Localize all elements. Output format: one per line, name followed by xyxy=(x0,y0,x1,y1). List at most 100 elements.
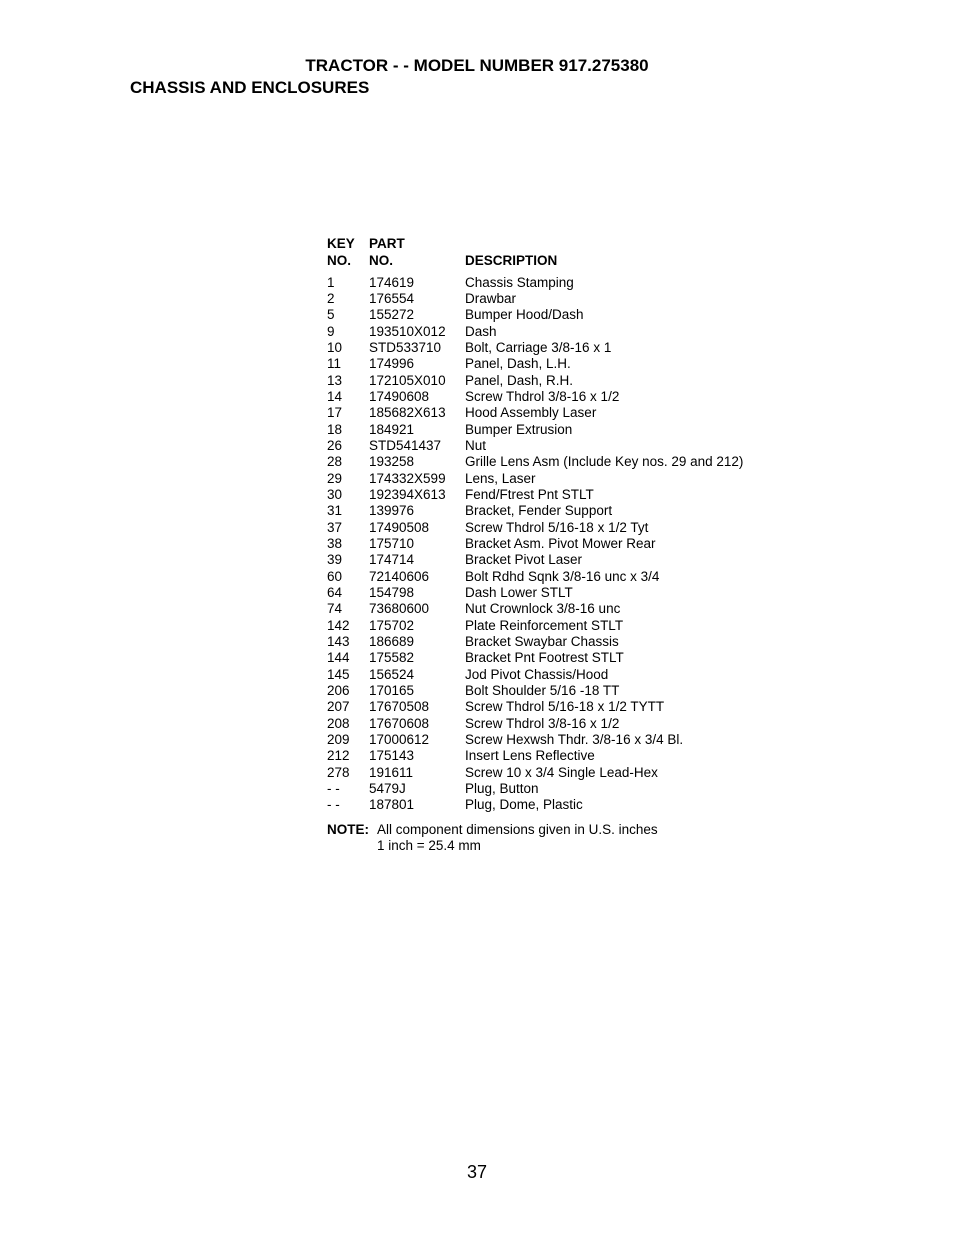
cell-key: 208 xyxy=(327,716,369,732)
table-row: 13172105X010Panel, Dash, R.H. xyxy=(327,373,954,389)
page-subtitle: CHASSIS AND ENCLOSURES xyxy=(130,78,824,98)
cell-description: Screw 10 x 3/4 Single Lead-Hex xyxy=(465,765,954,781)
cell-key: 38 xyxy=(327,536,369,552)
cell-part: 154798 xyxy=(369,585,465,601)
table-row: - -187801Plug, Dome, Plastic xyxy=(327,797,954,813)
table-row: 20817670608Screw Thdrol 3/8-16 x 1/2 xyxy=(327,716,954,732)
cell-description: Drawbar xyxy=(465,291,954,307)
cell-part: 155272 xyxy=(369,307,465,323)
cell-description: Bolt Shoulder 5/16 -18 TT xyxy=(465,683,954,699)
cell-part: 176554 xyxy=(369,291,465,307)
cell-description: Hood Assembly Laser xyxy=(465,405,954,421)
table-row: - -5479JPlug, Button xyxy=(327,781,954,797)
table-row: 10STD533710Bolt, Carriage 3/8-16 x 1 xyxy=(327,340,954,356)
cell-key: 10 xyxy=(327,340,369,356)
cell-key: 60 xyxy=(327,569,369,585)
cell-description: Grille Lens Asm (Include Key nos. 29 and… xyxy=(465,454,954,470)
cell-key: 37 xyxy=(327,520,369,536)
note-line2: 1 inch = 25.4 mm xyxy=(377,838,481,853)
cell-part: 17670608 xyxy=(369,716,465,732)
cell-description: Bumper Extrusion xyxy=(465,422,954,438)
cell-part: 175710 xyxy=(369,536,465,552)
table-row: 7473680600Nut Crownlock 3/8-16 unc xyxy=(327,601,954,617)
cell-part: 174996 xyxy=(369,356,465,372)
cell-description: Screw Thdrol 3/8-16 x 1/2 xyxy=(465,716,954,732)
table-row: 38175710Bracket Asm. Pivot Mower Rear xyxy=(327,536,954,552)
cell-part: 184921 xyxy=(369,422,465,438)
table-row: 5155272Bumper Hood/Dash xyxy=(327,307,954,323)
cell-description: Bracket Swaybar Chassis xyxy=(465,634,954,650)
table-row: 20917000612Screw Hexwsh Thdr. 3/8-16 x 3… xyxy=(327,732,954,748)
header-key-line1: KEY xyxy=(327,236,369,253)
cell-key: 11 xyxy=(327,356,369,372)
cell-key: 206 xyxy=(327,683,369,699)
table-row: 278191611Screw 10 x 3/4 Single Lead-Hex xyxy=(327,765,954,781)
cell-description: Insert Lens Reflective xyxy=(465,748,954,764)
cell-part: 156524 xyxy=(369,667,465,683)
note-text: All component dimensions given in U.S. i… xyxy=(377,822,658,856)
table-row: 31139976Bracket, Fender Support xyxy=(327,503,954,519)
cell-description: Screw Thdrol 5/16-18 x 1/2 Tyt xyxy=(465,520,954,536)
cell-description: Panel, Dash, R.H. xyxy=(465,373,954,389)
cell-part: 193258 xyxy=(369,454,465,470)
cell-key: 14 xyxy=(327,389,369,405)
cell-description: Bolt, Carriage 3/8-16 x 1 xyxy=(465,340,954,356)
cell-description: Screw Thdrol 5/16-18 x 1/2 TYTT xyxy=(465,699,954,715)
page-header: TRACTOR - - MODEL NUMBER 917.275380 CHAS… xyxy=(0,0,954,98)
cell-part: 139976 xyxy=(369,503,465,519)
cell-part: 174714 xyxy=(369,552,465,568)
table-row: 29174332X599Lens, Laser xyxy=(327,471,954,487)
table-row: 20717670508Screw Thdrol 5/16-18 x 1/2 TY… xyxy=(327,699,954,715)
cell-description: Bumper Hood/Dash xyxy=(465,307,954,323)
cell-key: 39 xyxy=(327,552,369,568)
header-part-line1: PART xyxy=(369,236,465,253)
cell-key: - - xyxy=(327,797,369,813)
column-header-part: PART NO. xyxy=(369,236,465,270)
cell-part: 17490508 xyxy=(369,520,465,536)
cell-key: 30 xyxy=(327,487,369,503)
cell-description: Jod Pivot Chassis/Hood xyxy=(465,667,954,683)
table-row: 145156524Jod Pivot Chassis/Hood xyxy=(327,667,954,683)
table-row: 6072140606Bolt Rdhd Sqnk 3/8-16 unc x 3/… xyxy=(327,569,954,585)
table-row: 206170165Bolt Shoulder 5/16 -18 TT xyxy=(327,683,954,699)
table-row: 64154798Dash Lower STLT xyxy=(327,585,954,601)
table-row: 143186689Bracket Swaybar Chassis xyxy=(327,634,954,650)
cell-part: 5479J xyxy=(369,781,465,797)
cell-description: Screw Thdrol 3/8-16 x 1/2 xyxy=(465,389,954,405)
table-row: 1417490608Screw Thdrol 3/8-16 x 1/2 xyxy=(327,389,954,405)
table-row: 28193258Grille Lens Asm (Include Key nos… xyxy=(327,454,954,470)
cell-key: 74 xyxy=(327,601,369,617)
cell-key: 31 xyxy=(327,503,369,519)
cell-part: 175582 xyxy=(369,650,465,666)
cell-key: 145 xyxy=(327,667,369,683)
cell-key: 207 xyxy=(327,699,369,715)
cell-key: 13 xyxy=(327,373,369,389)
cell-part: 192394X613 xyxy=(369,487,465,503)
cell-part: 17000612 xyxy=(369,732,465,748)
cell-part: 175143 xyxy=(369,748,465,764)
cell-part: 186689 xyxy=(369,634,465,650)
cell-key: 212 xyxy=(327,748,369,764)
cell-description: Dash Lower STLT xyxy=(465,585,954,601)
cell-description: Bolt Rdhd Sqnk 3/8-16 unc x 3/4 xyxy=(465,569,954,585)
cell-key: 17 xyxy=(327,405,369,421)
note-section: NOTE: All component dimensions given in … xyxy=(327,822,954,856)
header-key-line2: NO. xyxy=(327,253,369,270)
cell-part: 17670508 xyxy=(369,699,465,715)
cell-description: Fend/Ftrest Pnt STLT xyxy=(465,487,954,503)
cell-part: 17490608 xyxy=(369,389,465,405)
cell-key: 143 xyxy=(327,634,369,650)
cell-key: 64 xyxy=(327,585,369,601)
cell-key: 26 xyxy=(327,438,369,454)
cell-key: 142 xyxy=(327,618,369,634)
page-title: TRACTOR - - MODEL NUMBER 917.275380 xyxy=(130,56,824,76)
cell-part: STD533710 xyxy=(369,340,465,356)
table-header-row: KEY NO. PART NO. DESCRIPTION xyxy=(327,236,954,270)
cell-description: Chassis Stamping xyxy=(465,275,954,291)
cell-key: 29 xyxy=(327,471,369,487)
cell-part: 72140606 xyxy=(369,569,465,585)
cell-key: 1 xyxy=(327,275,369,291)
cell-part: 175702 xyxy=(369,618,465,634)
cell-description: Plug, Dome, Plastic xyxy=(465,797,954,813)
header-desc: DESCRIPTION xyxy=(465,253,954,270)
